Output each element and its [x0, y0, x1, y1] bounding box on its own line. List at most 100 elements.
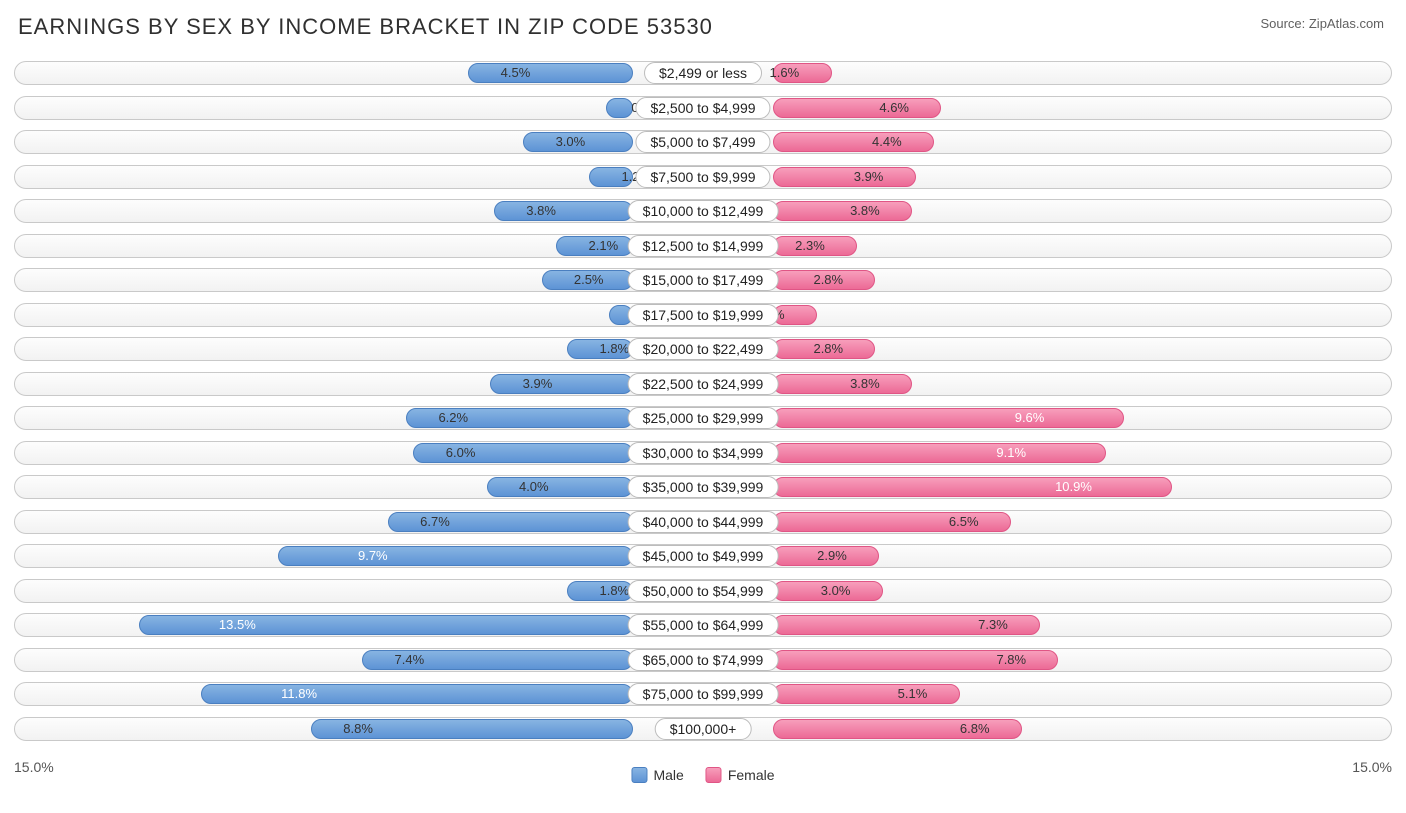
male-value-label: 6.0%: [446, 443, 476, 463]
female-value-label: 7.3%: [978, 615, 1008, 635]
chart-row: 1.8% 2.8% $20,000 to $22,499: [14, 332, 1392, 366]
chart-row: 2.5% 2.8% $15,000 to $17,499: [14, 263, 1392, 297]
chart-row: 4.0% 10.9% $35,000 to $39,999: [14, 470, 1392, 504]
female-value-label: 1.6%: [770, 63, 800, 83]
bracket-label: $2,499 or less: [644, 62, 762, 84]
female-bar: [773, 443, 1106, 463]
female-bar: [773, 477, 1172, 497]
chart-row: 13.5% 7.3% $55,000 to $64,999: [14, 608, 1392, 642]
bracket-label: $12,500 to $14,999: [628, 235, 779, 257]
legend-item-male: Male: [631, 767, 683, 783]
legend-male-label: Male: [653, 767, 683, 783]
female-bar: [773, 201, 912, 221]
bracket-label: $20,000 to $22,499: [628, 338, 779, 360]
chart-row: 9.7% 2.9% $45,000 to $49,999: [14, 539, 1392, 573]
male-value-label: 8.8%: [343, 719, 373, 739]
chart-row: 0.65%1.2%$17,500 to $19,999: [14, 298, 1392, 332]
chart-row: 8.8% 6.8% $100,000+: [14, 712, 1392, 746]
male-value-label: 6.2%: [438, 408, 468, 428]
bracket-label: $75,000 to $99,999: [628, 683, 779, 705]
male-value-label: 13.5%: [219, 615, 256, 635]
chart-row: 7.4% 7.8% $65,000 to $74,999: [14, 643, 1392, 677]
chart-row: 3.8%3.8%$10,000 to $12,499: [14, 194, 1392, 228]
male-value-label: 11.8%: [281, 684, 317, 704]
male-value-label: 1.8%: [599, 581, 629, 601]
female-swatch-icon: [706, 767, 722, 783]
female-value-label: 3.9%: [854, 167, 884, 187]
legend: Male Female: [631, 767, 774, 783]
male-value-label: 7.4%: [395, 650, 425, 670]
source-attribution: Source: ZipAtlas.com: [1260, 16, 1384, 31]
male-value-label: 3.8%: [526, 201, 556, 221]
male-bar: [139, 615, 633, 635]
chart-row: 1.2%3.9%$7,500 to $9,999: [14, 160, 1392, 194]
female-value-label: 4.6%: [879, 98, 909, 118]
chart-area: 4.5%1.6%$2,499 or less0.73%4.6%$2,500 to…: [14, 56, 1392, 753]
bracket-label: $7,500 to $9,999: [635, 166, 770, 188]
chart-row: 6.7% 6.5% $40,000 to $44,999: [14, 505, 1392, 539]
female-bar: [773, 167, 916, 187]
female-bar: [773, 98, 941, 118]
chart-row: 4.5% 1.6% $2,499 or less: [14, 56, 1392, 90]
male-bar: [468, 63, 633, 83]
bracket-label: $30,000 to $34,999: [628, 442, 779, 464]
chart-row: 6.0% 9.1% $30,000 to $34,999: [14, 436, 1392, 470]
female-value-label: 6.8%: [960, 719, 990, 739]
male-bar: [606, 98, 633, 118]
female-value-label: 9.1%: [996, 443, 1026, 463]
male-value-label: 2.1%: [589, 236, 619, 256]
female-bar: [773, 684, 960, 704]
bracket-label: $100,000+: [655, 718, 752, 740]
chart-row: 6.2% 9.6% $25,000 to $29,999: [14, 401, 1392, 435]
legend-female-label: Female: [728, 767, 775, 783]
female-value-label: 4.4%: [872, 132, 902, 152]
male-value-label: 9.7%: [358, 546, 388, 566]
male-value-label: 6.7%: [420, 512, 450, 532]
bracket-label: $15,000 to $17,499: [628, 269, 779, 291]
female-value-label: 5.1%: [898, 684, 928, 704]
bracket-label: $55,000 to $64,999: [628, 614, 779, 636]
male-value-label: 4.5%: [501, 63, 531, 83]
female-value-label: 3.8%: [850, 201, 880, 221]
male-bar: [487, 477, 633, 497]
chart-row: 3.0% 4.4% $5,000 to $7,499: [14, 125, 1392, 159]
chart-row: 3.9%3.8%$22,500 to $24,999: [14, 367, 1392, 401]
female-value-label: 3.8%: [850, 374, 880, 394]
legend-item-female: Female: [706, 767, 775, 783]
chart-row: 2.1%2.3%$12,500 to $14,999: [14, 229, 1392, 263]
chart-row: 1.8% 3.0% $50,000 to $54,999: [14, 574, 1392, 608]
male-bar: [494, 201, 633, 221]
female-bar: [773, 374, 912, 394]
axis-max-left: 15.0%: [14, 759, 54, 775]
bracket-label: $40,000 to $44,999: [628, 511, 779, 533]
bracket-label: $25,000 to $29,999: [628, 407, 779, 429]
male-swatch-icon: [631, 767, 647, 783]
female-bar: [773, 408, 1124, 428]
female-value-label: 9.6%: [1015, 408, 1045, 428]
male-value-label: 3.9%: [523, 374, 553, 394]
male-bar: [201, 684, 633, 704]
bracket-label: $50,000 to $54,999: [628, 580, 779, 602]
female-value-label: 2.8%: [813, 270, 843, 290]
chart-row: 0.73%4.6%$2,500 to $4,999: [14, 91, 1392, 125]
male-value-label: 3.0%: [556, 132, 586, 152]
bracket-label: $35,000 to $39,999: [628, 476, 779, 498]
bracket-label: $2,500 to $4,999: [635, 97, 770, 119]
male-value-label: 1.8%: [599, 339, 629, 359]
female-value-label: 6.5%: [949, 512, 979, 532]
bracket-label: $17,500 to $19,999: [628, 304, 779, 326]
chart-row: 11.8% 5.1% $75,000 to $99,999: [14, 677, 1392, 711]
male-value-label: 2.5%: [574, 270, 604, 290]
female-value-label: 10.9%: [1055, 477, 1092, 497]
male-value-label: 4.0%: [519, 477, 549, 497]
male-bar: [278, 546, 633, 566]
bracket-label: $45,000 to $49,999: [628, 545, 779, 567]
chart-title: EARNINGS BY SEX BY INCOME BRACKET IN ZIP…: [18, 14, 713, 40]
female-value-label: 3.0%: [821, 581, 851, 601]
female-value-label: 2.8%: [813, 339, 843, 359]
bracket-label: $5,000 to $7,499: [635, 131, 770, 153]
bracket-label: $65,000 to $74,999: [628, 649, 779, 671]
female-bar: [773, 132, 934, 152]
female-value-label: 7.8%: [996, 650, 1026, 670]
female-value-label: 2.9%: [817, 546, 847, 566]
